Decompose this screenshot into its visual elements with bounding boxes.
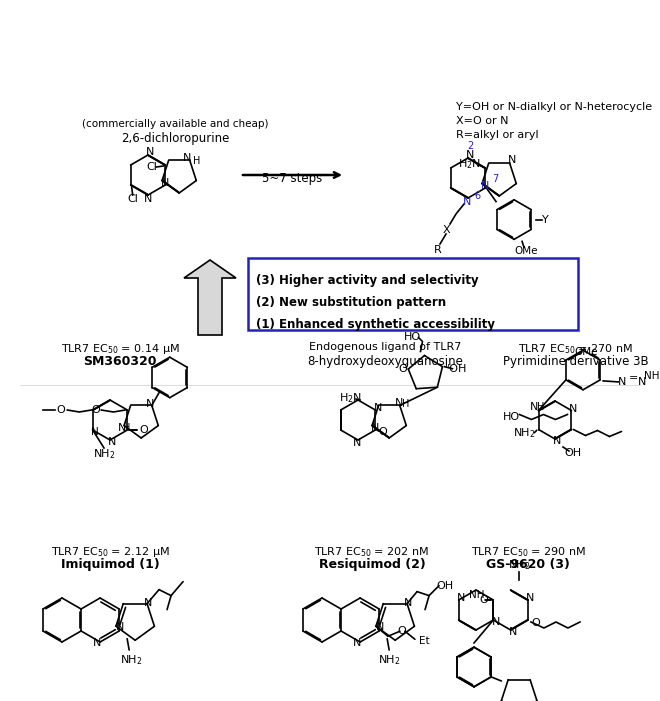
Text: H: H: [402, 400, 409, 409]
Text: N: N: [376, 622, 384, 632]
Text: H$_2$N: H$_2$N: [458, 157, 480, 171]
Text: X: X: [442, 225, 450, 235]
Text: H: H: [193, 156, 201, 166]
Text: NH$_2$: NH$_2$: [378, 653, 401, 667]
Text: =: =: [628, 373, 638, 383]
Text: "OH: "OH: [446, 364, 468, 374]
Text: O: O: [398, 364, 407, 374]
Text: TLR7 EC$_{50}$ = 202 nM: TLR7 EC$_{50}$ = 202 nM: [314, 545, 430, 559]
Text: NH: NH: [469, 590, 484, 600]
Bar: [248, 258, 578, 330]
Text: 7: 7: [492, 174, 498, 184]
Text: H: H: [537, 402, 544, 411]
Text: TLR7 EC$_{50}$ = 0.14 μM: TLR7 EC$_{50}$ = 0.14 μM: [61, 342, 180, 356]
Text: Imiquimod (1): Imiquimod (1): [61, 558, 159, 571]
Text: NH$_2$: NH$_2$: [92, 447, 115, 461]
Text: Endogenous ligand of TLR7: Endogenous ligand of TLR7: [309, 342, 461, 352]
Text: TLR7 EC$_{50}$ = 2.12 μM: TLR7 EC$_{50}$ = 2.12 μM: [51, 545, 170, 559]
Text: NH: NH: [644, 371, 660, 381]
Text: Et: Et: [418, 637, 429, 646]
Text: (2) New substitution pattern: (2) New substitution pattern: [256, 296, 446, 309]
Text: 6: 6: [474, 191, 480, 201]
Text: O: O: [139, 425, 148, 435]
Text: N: N: [353, 438, 361, 448]
Text: Pyrimidine derivative 3B: Pyrimidine derivative 3B: [503, 355, 649, 368]
Text: O: O: [56, 405, 65, 415]
Text: N: N: [404, 598, 412, 608]
Text: 5~7 steps: 5~7 steps: [262, 172, 322, 185]
Text: R=alkyl or aryl: R=alkyl or aryl: [456, 130, 539, 140]
Text: R: R: [434, 245, 442, 255]
Text: N: N: [531, 402, 539, 411]
Text: N: N: [161, 177, 169, 188]
Text: N: N: [508, 627, 517, 637]
Text: H: H: [123, 423, 131, 433]
Text: HO: HO: [503, 411, 520, 421]
Text: N: N: [618, 377, 626, 387]
Text: Cl: Cl: [146, 162, 157, 172]
Text: N: N: [353, 638, 361, 648]
Text: O: O: [479, 595, 488, 605]
Text: N: N: [144, 194, 152, 204]
Text: TLR7 EC$_{50}$ = 270 nM: TLR7 EC$_{50}$ = 270 nM: [518, 342, 634, 356]
Text: N: N: [463, 197, 471, 207]
Text: N: N: [492, 617, 500, 627]
Text: N: N: [526, 593, 534, 603]
Text: TLR7 EC$_{50}$ = 290 nM: TLR7 EC$_{50}$ = 290 nM: [471, 545, 585, 559]
Text: OH: OH: [436, 580, 453, 591]
Text: Y=OH or N-dialkyl or N-heterocycle: Y=OH or N-dialkyl or N-heterocycle: [456, 102, 652, 112]
Text: N: N: [108, 437, 116, 447]
Text: N: N: [553, 436, 561, 446]
Text: O: O: [378, 427, 387, 437]
Text: O: O: [397, 626, 407, 637]
Text: H$_2$N: H$_2$N: [339, 391, 362, 405]
Text: N: N: [638, 377, 646, 387]
Text: N: N: [146, 400, 154, 409]
Text: (commercially available and cheap): (commercially available and cheap): [82, 119, 268, 129]
Text: N: N: [144, 598, 152, 608]
Text: GS-9620 (3): GS-9620 (3): [486, 558, 570, 571]
Text: SM360320: SM360320: [83, 355, 157, 368]
Text: HO: HO: [404, 332, 421, 343]
Text: OH: OH: [564, 448, 581, 458]
Text: (1) Enhanced synthetic accessibility: (1) Enhanced synthetic accessibility: [256, 318, 495, 331]
Text: N: N: [371, 423, 379, 433]
Text: Y: Y: [543, 215, 549, 224]
Text: N: N: [183, 154, 191, 163]
Text: N: N: [93, 638, 101, 648]
Text: N: N: [395, 398, 403, 409]
Text: NH$_2$: NH$_2$: [513, 427, 536, 440]
Text: (3) Higher activity and selectivity: (3) Higher activity and selectivity: [256, 274, 478, 287]
Text: N: N: [91, 427, 98, 437]
Text: N: N: [508, 156, 516, 165]
Text: O: O: [531, 618, 541, 628]
Text: X=O or N: X=O or N: [456, 116, 508, 126]
Text: Cl: Cl: [127, 194, 138, 204]
Text: Resiquimod (2): Resiquimod (2): [319, 558, 426, 571]
Text: N: N: [570, 404, 578, 414]
Text: O: O: [91, 405, 100, 415]
Text: N: N: [146, 147, 154, 157]
Text: N: N: [457, 593, 465, 603]
Polygon shape: [184, 260, 236, 335]
Text: 8-hydroxydeoxyguanosine: 8-hydroxydeoxyguanosine: [307, 355, 463, 368]
Text: N: N: [374, 403, 383, 413]
Text: OMe: OMe: [514, 246, 538, 257]
Text: 2: 2: [467, 141, 473, 151]
Text: N: N: [115, 622, 124, 632]
Text: NH$_2$: NH$_2$: [120, 653, 143, 667]
Text: N: N: [481, 181, 489, 191]
Text: NH$_2$: NH$_2$: [508, 558, 531, 572]
Text: N: N: [466, 150, 474, 160]
Text: N: N: [118, 423, 126, 433]
Text: OMe: OMe: [574, 347, 598, 357]
Text: 2,6-dichloropurine: 2,6-dichloropurine: [121, 132, 229, 145]
